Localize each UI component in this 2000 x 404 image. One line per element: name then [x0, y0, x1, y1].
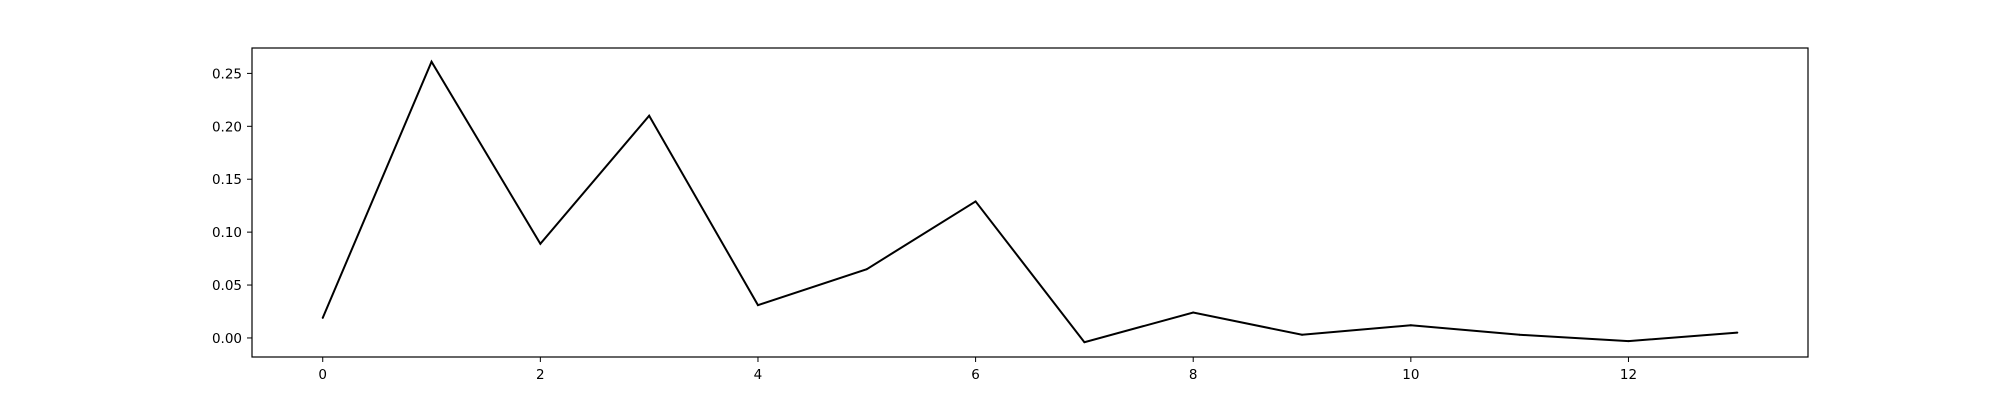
x-tick-label: 12 [1620, 367, 1637, 383]
data-point [974, 200, 977, 203]
x-tick-label: 2 [536, 367, 545, 383]
plot-area-frame [251, 47, 1809, 358]
data-point [1409, 324, 1412, 327]
series-layer [321, 59, 1739, 344]
data-point [865, 268, 868, 271]
data-point [1627, 340, 1630, 343]
y-tick-label: 0.15 [212, 172, 242, 188]
data-point [1192, 311, 1195, 314]
data-point [1736, 331, 1739, 334]
data-point [1083, 341, 1086, 344]
x-tick-label: 8 [1189, 367, 1198, 383]
data-point [539, 242, 542, 245]
x-tick-label: 10 [1402, 367, 1419, 383]
data-point [1301, 333, 1304, 336]
data-point [321, 316, 324, 319]
y-tick-label: 0.05 [212, 278, 242, 294]
axis-ticks: 0 2 4 6 8 10 12 0.00 0.05 0.10 0.15 0.20 0.25 [212, 66, 1637, 383]
x-tick-label: 4 [754, 367, 763, 383]
data-point [430, 60, 433, 63]
data-point [756, 304, 759, 307]
y-tick-label: 0.20 [212, 119, 242, 135]
y-tick-label: 0.10 [212, 225, 242, 241]
y-tick-label: 0.00 [212, 331, 242, 347]
data-point [648, 114, 651, 117]
x-tick-label: 0 [318, 367, 327, 383]
y-tick-label: 0.25 [212, 66, 242, 82]
x-tick-label: 6 [971, 367, 980, 383]
data-point [1518, 333, 1521, 336]
series-line [321, 59, 1738, 344]
